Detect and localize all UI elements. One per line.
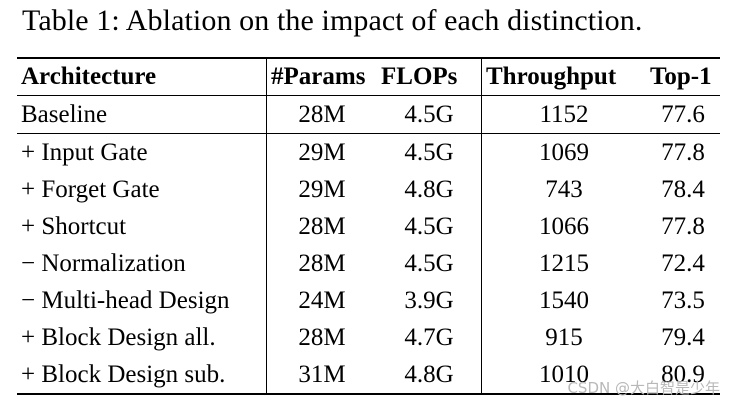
cell-flops: 4.5G xyxy=(404,249,454,277)
cell-top1: 72.4 xyxy=(661,249,705,277)
cell-params: 31M xyxy=(266,356,377,395)
cell-flops: 4.8G xyxy=(377,356,482,395)
header-flops: FLOPs xyxy=(377,57,482,96)
cell-architecture: + Shortcut xyxy=(21,212,127,240)
cell-throughput: 1215 xyxy=(481,245,646,282)
ablation-table: Architecture #Params FLOPs Throughput To… xyxy=(17,57,720,395)
cell-top1: 78.4 xyxy=(661,175,705,203)
cell-flops: 4.7G xyxy=(404,323,454,351)
csdn-watermark: CSDN @大白智是少年 xyxy=(567,379,720,397)
cell-architecture: Baseline xyxy=(17,95,267,134)
cell-top1: 77.8 xyxy=(661,212,705,240)
table-caption: Table 1: Ablation on the impact of each … xyxy=(22,4,643,37)
cell-params: 24M xyxy=(266,282,377,319)
header-architecture: Architecture xyxy=(17,57,267,96)
cell-architecture: + Forget Gate xyxy=(21,175,160,203)
cell-params: 28M xyxy=(266,319,377,356)
cell-architecture: + Block Design all. xyxy=(21,323,216,351)
table-row-block-design-all: + Block Design all. 28M 4.7G 915 79.4 xyxy=(17,319,720,356)
table-row-baseline: Baseline 28M 4.5G 1152 77.6 xyxy=(17,95,720,134)
cell-params: 28M xyxy=(266,245,377,282)
table-header-row: Architecture #Params FLOPs Throughput To… xyxy=(17,57,720,96)
table-row-block-design-sub: + Block Design sub. 31M 4.8G 1010 80.9 xyxy=(17,356,720,395)
cell-flops: 4.5G xyxy=(404,212,454,240)
cell-flops: 4.5G xyxy=(377,133,482,171)
table-row-normalization: − Normalization 28M 4.5G 1215 72.4 xyxy=(17,245,720,282)
cell-flops: 4.5G xyxy=(377,95,482,134)
header-throughput: Throughput xyxy=(481,57,646,96)
cell-params: 29M xyxy=(266,133,377,171)
table-row-input-gate: + Input Gate 29M 4.5G 1069 77.8 xyxy=(17,133,720,171)
cell-flops: 4.8G xyxy=(404,175,454,203)
cell-architecture: + Input Gate xyxy=(17,133,267,171)
cell-throughput: 1010 xyxy=(481,356,646,395)
cell-architecture: − Multi-head Design xyxy=(21,286,230,314)
cell-throughput: 1069 xyxy=(481,133,646,171)
cell-throughput: 1066 xyxy=(481,208,646,245)
cell-throughput: 1152 xyxy=(481,95,646,134)
cell-throughput: 915 xyxy=(481,319,646,356)
cell-top1: 77.8 xyxy=(646,133,720,171)
table-row-shortcut: + Shortcut 28M 4.5G 1066 77.8 xyxy=(17,208,720,245)
cell-params: 29M xyxy=(266,171,377,208)
cell-top1: 79.4 xyxy=(661,323,705,351)
cell-params: 28M xyxy=(266,208,377,245)
cell-top1: 80.9 xyxy=(646,356,720,395)
table-row-forget-gate: + Forget Gate 29M 4.8G 743 78.4 xyxy=(17,171,720,208)
cell-params: 28M xyxy=(266,95,377,134)
cell-top1: 77.6 xyxy=(646,95,720,134)
cell-throughput: 743 xyxy=(481,171,646,208)
cell-top1: 73.5 xyxy=(661,286,705,314)
cell-flops: 3.9G xyxy=(404,286,454,314)
table-row-multi-head: − Multi-head Design 24M 3.9G 1540 73.5 xyxy=(17,282,720,319)
header-top1: Top-1 xyxy=(646,57,720,96)
cell-throughput: 1540 xyxy=(481,282,646,319)
cell-architecture: + Block Design sub. xyxy=(17,356,267,395)
cell-architecture: − Normalization xyxy=(21,249,186,277)
header-params: #Params xyxy=(266,57,377,96)
